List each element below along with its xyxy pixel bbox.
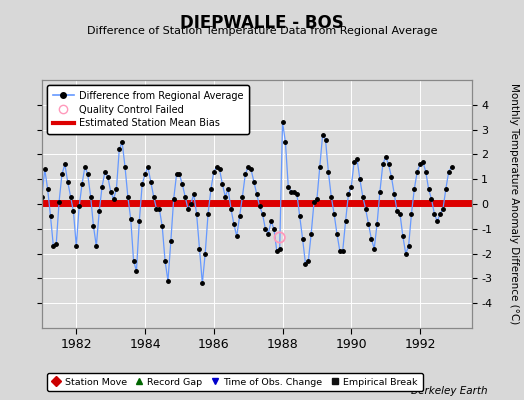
Text: Berkeley Earth: Berkeley Earth xyxy=(411,386,487,396)
Legend: Difference from Regional Average, Quality Control Failed, Estimated Station Mean: Difference from Regional Average, Qualit… xyxy=(47,85,249,134)
Text: DIEPWALLE - BOS: DIEPWALLE - BOS xyxy=(180,14,344,32)
Point xyxy=(276,234,284,241)
Legend: Station Move, Record Gap, Time of Obs. Change, Empirical Break: Station Move, Record Gap, Time of Obs. C… xyxy=(47,373,422,391)
Text: Difference of Station Temperature Data from Regional Average: Difference of Station Temperature Data f… xyxy=(87,26,437,36)
Y-axis label: Monthly Temperature Anomaly Difference (°C): Monthly Temperature Anomaly Difference (… xyxy=(509,83,519,325)
